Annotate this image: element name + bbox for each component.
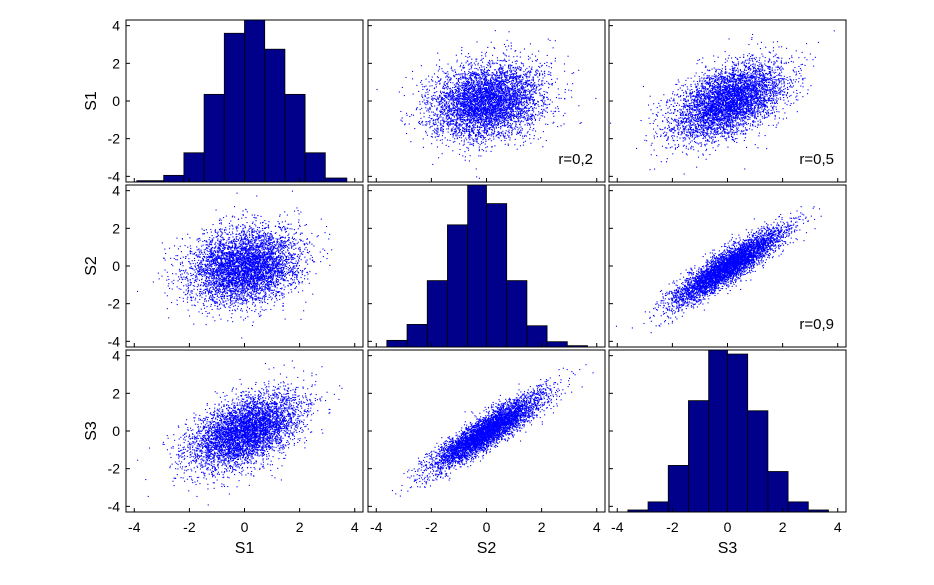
correlation-label: r=0,2 <box>558 151 593 168</box>
histogram-bar-s2 <box>467 185 487 347</box>
x-tick-label: 2 <box>538 519 546 535</box>
x-tick-label: -2 <box>425 519 438 535</box>
x-tick-label: -2 <box>666 519 679 535</box>
scatter-points-s2-s1 <box>137 190 333 339</box>
x-tick-label: -4 <box>128 519 141 535</box>
histogram-bar-s3 <box>767 471 789 512</box>
histogram-bar-s2 <box>506 280 528 347</box>
y-tick-label: 4 <box>112 183 120 199</box>
histogram-bar-s2 <box>546 341 568 347</box>
scatter-points-s3-s2 <box>391 364 594 497</box>
histogram-bar-s1 <box>304 152 326 182</box>
correlation-label: r=0,9 <box>799 316 834 333</box>
y-tick-label: 4 <box>112 348 120 364</box>
panel-s3-s3 <box>608 349 847 513</box>
histogram-bar-s3 <box>688 400 710 512</box>
scatter-points-s1-s2 <box>376 30 597 179</box>
histogram-bar-s2 <box>526 325 548 347</box>
histogram-bar-s3 <box>667 465 689 512</box>
panel-s3-s2 <box>367 349 606 513</box>
histogram-bar-s2 <box>447 224 469 347</box>
x-tick-label: 4 <box>834 519 842 535</box>
histogram-bar-s3 <box>747 410 769 512</box>
histogram-bar-s1 <box>284 93 306 182</box>
histogram-bar-s3 <box>708 350 728 512</box>
y-tick-label: 2 <box>112 385 120 401</box>
histogram-bar-s2 <box>486 203 508 347</box>
y-tick-label: 0 <box>112 93 120 109</box>
histogram-bar-s2 <box>386 339 408 347</box>
x-axis-title-s3: S3 <box>718 540 738 557</box>
histogram-bar-s1 <box>183 152 205 182</box>
histogram-bar-s2 <box>426 280 448 347</box>
y-tick-label: -2 <box>108 131 121 147</box>
y-tick-label: -2 <box>108 296 121 312</box>
y-tick-label: 0 <box>112 423 120 439</box>
x-tick-label: 2 <box>296 519 304 535</box>
panel-s2-s3: r=0,9 <box>608 184 847 348</box>
x-tick-label: 0 <box>483 519 491 535</box>
y-tick-label: 4 <box>112 18 120 34</box>
histogram-bar-s1 <box>223 32 245 182</box>
y-tick-label: 0 <box>112 258 120 274</box>
panel-s1-s2: r=0,2 <box>367 19 606 183</box>
y-tick-label: 2 <box>112 220 120 236</box>
panel-s3-s1 <box>125 349 364 513</box>
histogram-bar-s3 <box>727 353 749 512</box>
histogram-bar-s3 <box>807 509 829 512</box>
x-axis-title-s1: S1 <box>235 540 255 557</box>
panel-s1-s1 <box>125 19 364 183</box>
y-tick-label: -4 <box>108 168 121 184</box>
x-tick-label: 4 <box>593 519 601 535</box>
scatter-points-s2-s3 <box>615 206 822 334</box>
y-axis-title-s2: S2 <box>83 256 100 276</box>
histogram-bar-s1 <box>324 177 348 182</box>
histogram-bar-s1 <box>163 174 185 182</box>
x-tick-label: 0 <box>724 519 732 535</box>
x-tick-label: 2 <box>779 519 787 535</box>
x-tick-label: -4 <box>370 519 383 535</box>
histogram-bar-s1 <box>203 93 225 182</box>
correlation-label: r=0,5 <box>799 151 834 168</box>
x-tick-label: 0 <box>241 519 249 535</box>
histogram-bar-s1 <box>244 20 266 182</box>
x-axis-title-s2: S2 <box>477 540 497 557</box>
y-axis-title-s1: S1 <box>83 91 100 111</box>
y-tick-label: 2 <box>112 55 120 71</box>
y-axis-title-s3: S3 <box>83 421 100 441</box>
histogram-bar-s3 <box>787 501 809 512</box>
scatter-points-s1-s3 <box>610 30 835 175</box>
y-tick-label: -2 <box>108 461 121 477</box>
x-tick-label: -4 <box>611 519 624 535</box>
histogram-bar-s2 <box>406 324 428 347</box>
y-tick-label: -4 <box>108 333 121 349</box>
panel-s1-s3: r=0,5 <box>608 19 847 183</box>
histogram-bar-s1 <box>264 48 286 182</box>
panel-s2-s1 <box>125 184 364 348</box>
x-tick-label: 4 <box>351 519 359 535</box>
histogram-bar-s3 <box>647 501 669 512</box>
panel-s2-s2 <box>367 184 606 348</box>
y-tick-label: -4 <box>108 498 121 514</box>
histogram-bar-s2 <box>566 345 588 347</box>
x-tick-label: -2 <box>183 519 196 535</box>
scatter-points-s3-s1 <box>137 360 343 506</box>
